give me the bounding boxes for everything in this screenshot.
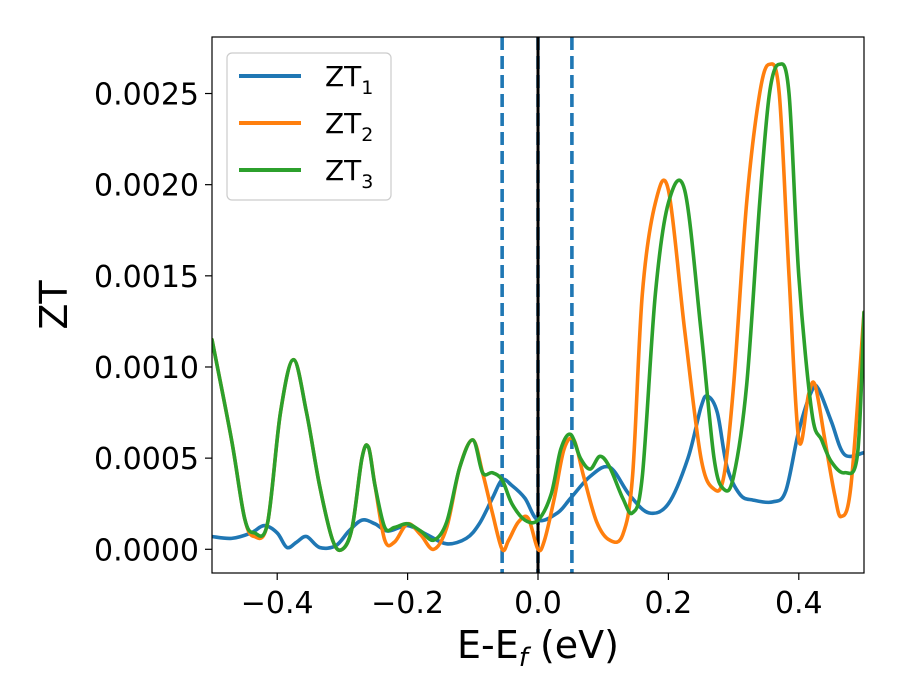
x-tick-label: 0.4 xyxy=(775,586,823,621)
legend-box xyxy=(226,52,392,201)
series-line-zt1 xyxy=(212,383,864,551)
y-tick-label: 0.0005 xyxy=(94,442,199,477)
y-tick-label: 0.0000 xyxy=(94,533,199,568)
x-axis-label: E-Ef (eV) xyxy=(457,623,619,673)
y-tick-label: 0.0025 xyxy=(94,78,199,113)
legend: ZT1 ZT2 ZT3 xyxy=(226,52,392,201)
x-axis: −0.4 −0.2 0.0 0.2 0.4 xyxy=(241,573,823,621)
y-tick-label: 0.0010 xyxy=(94,351,199,386)
y-tick-label: 0.0020 xyxy=(94,169,199,204)
x-tick-label: −0.2 xyxy=(371,586,444,621)
series-lines xyxy=(212,62,864,553)
x-tick-label: 0.0 xyxy=(514,586,562,621)
y-axis: 0.0000 0.0005 0.0010 0.0015 0.0020 0.0025 xyxy=(94,78,212,568)
legend-label-zt2: ZT2 xyxy=(325,107,373,146)
y-axis-label: ZT xyxy=(32,280,76,330)
x-axis-label-unit: (eV) xyxy=(528,623,619,667)
series-line-zt3 xyxy=(212,62,864,553)
x-tick-label: −0.4 xyxy=(241,586,314,621)
legend-label-zt3: ZT3 xyxy=(325,154,373,193)
x-tick-label: 0.2 xyxy=(645,586,693,621)
legend-label-zt1: ZT1 xyxy=(325,60,373,99)
y-tick-label: 0.0015 xyxy=(94,260,199,295)
